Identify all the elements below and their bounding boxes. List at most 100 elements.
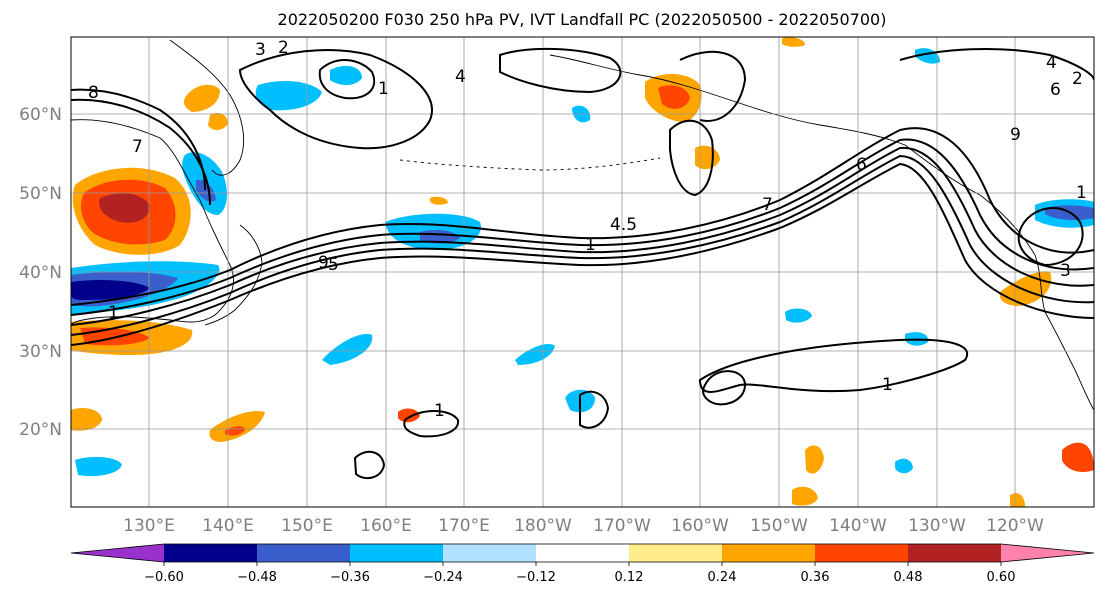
contour-label: 1 — [585, 235, 596, 255]
lat-label-60n: 60°N — [19, 105, 62, 125]
colorbar-segment — [164, 544, 258, 562]
colorbar-tick-label: 0.24 — [708, 570, 737, 585]
contour-north-3 — [499, 47, 622, 94]
contour-label: 2 — [278, 38, 289, 58]
lon-label: 120°W — [986, 516, 1044, 536]
contour-label: 1 — [108, 303, 119, 323]
coast-asia — [71, 119, 234, 326]
contour-label: 1 — [434, 401, 445, 421]
contour-jet-3 — [71, 146, 1094, 326]
contour-label: 7 — [762, 195, 773, 215]
anomaly-negative-strong-west-38n — [71, 280, 150, 300]
anomaly-negative-140w-32n — [785, 308, 812, 323]
anomaly-positive-118w-15n — [1062, 442, 1094, 472]
lon-label: 130°E — [123, 516, 175, 536]
contour-labels: 8 7 3 2 1 4 6 9 5 4.5 1 7 1 1 1 6 9 4 2 … — [88, 38, 1087, 421]
lon-label: 150°E — [281, 516, 333, 536]
anomaly-positive-175e-46n — [430, 196, 448, 205]
anomaly-negative-165e-63n — [330, 65, 362, 85]
coast-us-west — [1034, 254, 1094, 411]
lon-label: 180°W — [514, 516, 572, 536]
lat-label-50n: 50°N — [19, 184, 62, 204]
contour-ne-loop — [1017, 207, 1084, 267]
anomaly-positive-142e-58n — [208, 112, 228, 131]
anomaly-positive-125e-20n — [71, 408, 102, 431]
contour-label: 6 — [856, 155, 867, 175]
contour-jet-5 — [71, 162, 1094, 346]
colorbar-tick-label: −0.36 — [330, 570, 370, 585]
lon-label: 130°W — [908, 516, 966, 536]
colorbar-segment — [71, 544, 164, 562]
figure-title: 2022050200 F030 250 hPa PV, IVT Landfall… — [278, 10, 887, 29]
colorbar-segment — [722, 544, 816, 562]
gridlines — [71, 37, 1094, 507]
lat-label-40n: 40°N — [19, 263, 62, 283]
contour-north-2 — [318, 59, 375, 100]
lat-label-30n: 30°N — [19, 342, 62, 362]
lon-label: 150°W — [750, 516, 808, 536]
contour-loop-172w-20n — [579, 390, 610, 429]
pv-contours — [71, 47, 1094, 480]
longitude-labels: 130°E 140°E 150°E 160°E 170°E 180°W 170°… — [123, 516, 1044, 536]
colorbar-segment — [1001, 544, 1094, 562]
contour-label: 1 — [1076, 183, 1087, 203]
colorbar-segment — [536, 544, 630, 562]
contour-loop-165e-20n — [403, 410, 460, 438]
anomaly-positive-145w-70n — [782, 37, 805, 47]
anomaly-positive-163e-20n — [398, 408, 420, 423]
contour-jet-2 — [71, 138, 1094, 316]
map-content: 8 7 3 2 1 4 6 9 5 4.5 1 7 1 1 1 6 9 4 2 … — [71, 37, 1094, 507]
colorbar-tick-label: 0.48 — [894, 570, 923, 585]
colorbar-tick-label: −0.60 — [144, 570, 184, 585]
anomaly-negative-mid-145e — [196, 179, 216, 202]
colorbar-tick-label: −0.12 — [516, 570, 556, 585]
colorbar-segment — [350, 544, 444, 562]
contour-ne-top — [899, 48, 1094, 81]
colorbar-tick-label: −0.24 — [423, 570, 463, 585]
anomaly-positive-142e-62n — [183, 84, 220, 112]
contour-west-stack — [71, 88, 206, 191]
colorbar-segment — [629, 544, 723, 562]
contour-west-stack-2 — [71, 98, 211, 206]
contour-label: 9 — [1010, 125, 1021, 145]
colorbar-tick-label: 0.36 — [801, 570, 830, 585]
coast-japan — [204, 224, 263, 326]
contour-label: 3 — [255, 40, 266, 60]
contour-north-5 — [679, 50, 747, 122]
contour-jet-4 — [71, 154, 1094, 336]
anomaly-negative-155e-62n — [255, 80, 322, 111]
latitude-labels: 60°N 50°N 40°N 30°N 20°N — [19, 105, 62, 440]
contour-label: 6 — [1050, 80, 1061, 100]
anomaly-negative-135w-17n — [895, 458, 913, 474]
contour-label: 3 — [1060, 261, 1071, 281]
lon-label: 140°E — [202, 516, 254, 536]
colorbar-segment — [257, 544, 351, 562]
colorbar-tick-label: 0.12 — [615, 570, 644, 585]
contour-loop-160w — [702, 370, 747, 406]
colorbar-tick-label: 0.60 — [987, 570, 1016, 585]
map-border — [70, 36, 1095, 508]
contour-label: 1 — [378, 79, 389, 99]
anomaly-darkred-west-50n — [99, 193, 150, 223]
contour-label: 4 — [1046, 53, 1057, 73]
colorbar-segment — [443, 544, 537, 562]
contour-label: 4.5 — [610, 215, 637, 235]
contour-label: 7 — [132, 137, 143, 157]
lon-label: 170°W — [593, 516, 651, 536]
contour-north-1 — [238, 49, 433, 150]
aleutian-chain — [399, 157, 661, 171]
contour-jet-1 — [71, 127, 1094, 306]
anomaly-positive-120w-8n — [1010, 493, 1025, 507]
anomaly-negative-128e-15n — [75, 457, 122, 477]
lon-label: 160°W — [671, 516, 729, 536]
coastlines — [71, 39, 1094, 411]
colorbar-segment — [815, 544, 909, 562]
lat-label-20n: 20°N — [19, 420, 62, 440]
colorbar-segment — [908, 544, 1002, 562]
contour-subtropical-east — [698, 338, 968, 393]
anomaly-positive-145w-12n — [792, 486, 818, 506]
coast-alaska — [549, 54, 1036, 256]
contour-label: 1 — [882, 375, 893, 395]
colorbar-tick-label: −0.48 — [237, 570, 277, 585]
